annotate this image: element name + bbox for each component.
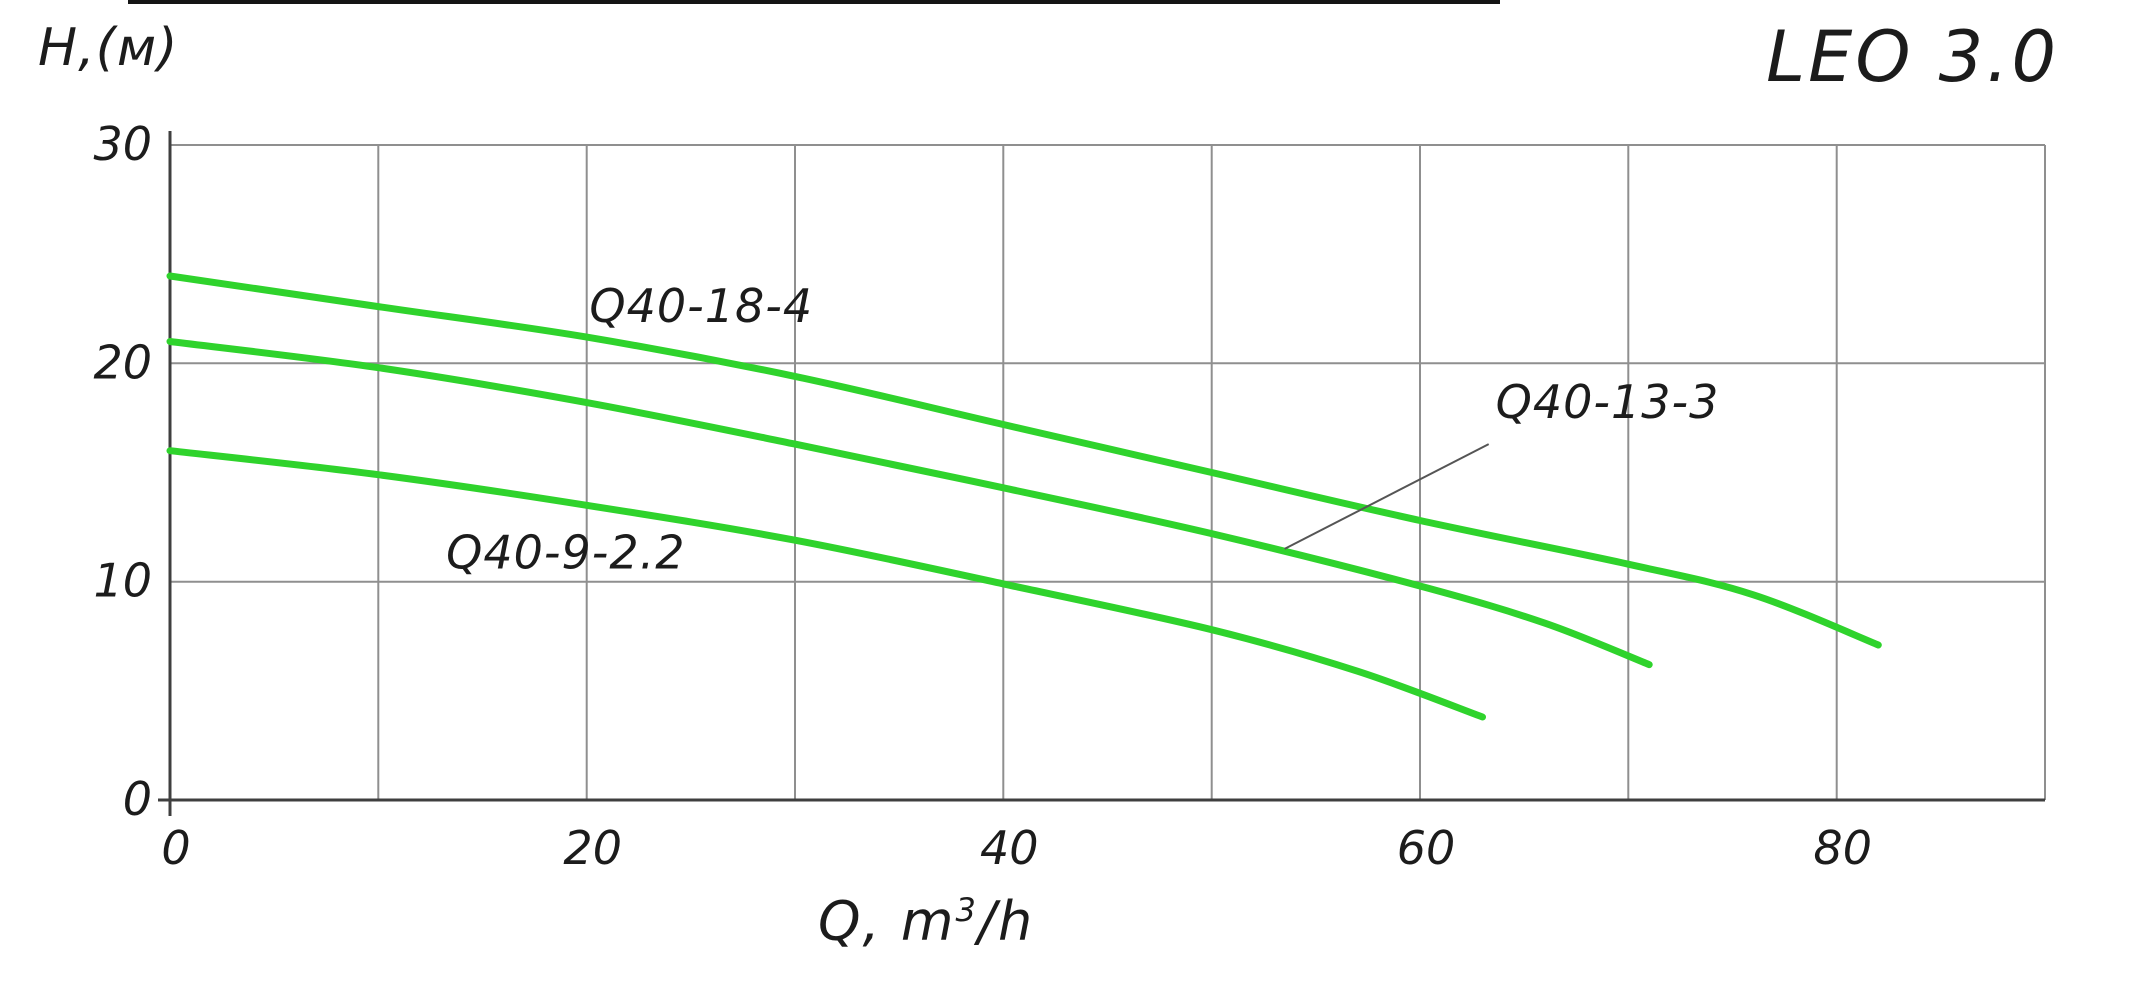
curve-label-Q40-13-3: Q40-13-3	[1496, 375, 1720, 429]
x-axis-title-rest: /h	[977, 890, 1035, 953]
x-axis-title-base: Q, m	[818, 890, 956, 953]
y-tick-label: 30	[93, 117, 152, 171]
x-axis-title: Q, m3/h	[818, 890, 1034, 953]
curve-Q40-18-4	[166, 272, 1882, 649]
x-tick-label: 20	[563, 821, 622, 875]
x-tick-label: 80	[1813, 821, 1872, 875]
y-axis-title: H,(м)	[38, 18, 179, 78]
y-tick-label: 10	[93, 554, 152, 608]
curve-Q40-13-3	[166, 338, 1653, 669]
x-tick-label: 60	[1397, 821, 1456, 875]
y-tick-label: 0	[123, 772, 152, 826]
curve-label-Q40-9-2.2: Q40-9-2.2	[446, 526, 685, 580]
chart-title: LEO 3.0	[1766, 16, 2059, 98]
x-axis-title-sup: 3	[955, 891, 978, 929]
y-tick-label: 20	[93, 335, 152, 389]
curve-label-leader-line	[1284, 443, 1490, 550]
curve-Q40-9-2.2	[166, 447, 1486, 721]
scan-artifact-line	[128, 0, 1500, 4]
x-tick-label: 40	[980, 821, 1039, 875]
x-tick-label: 0	[161, 821, 190, 875]
curve-label-Q40-18-4: Q40-18-4	[589, 279, 813, 333]
